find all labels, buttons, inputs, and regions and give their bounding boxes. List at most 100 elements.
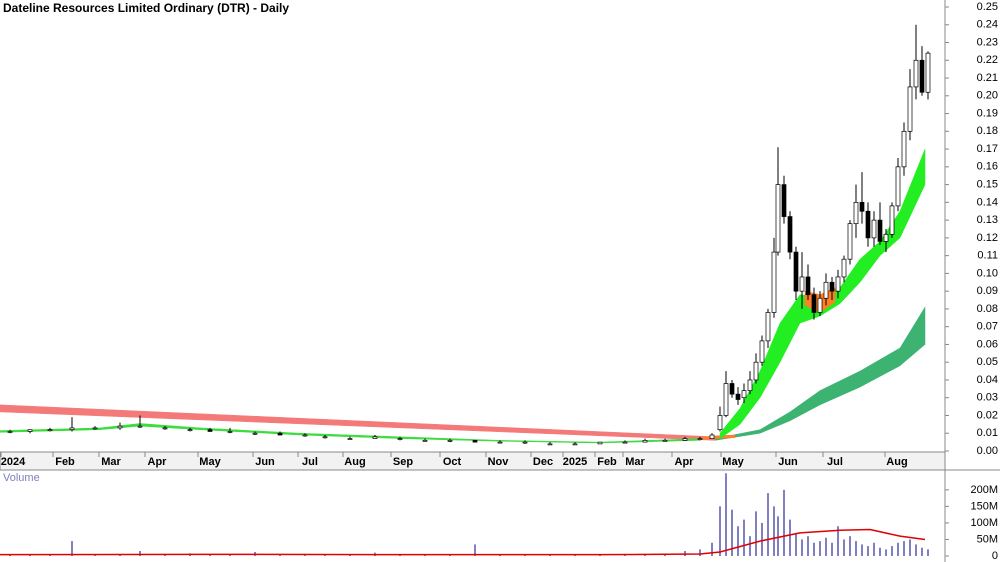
candle-body: [889, 205, 895, 235]
candle-body: [227, 431, 233, 433]
volume-bar: [737, 526, 739, 556]
x-tick-label: Apr: [675, 456, 695, 468]
y-tick-label: 0.25: [977, 1, 998, 13]
volume-bar: [624, 554, 626, 556]
x-tick-label: Aug: [886, 456, 907, 468]
volume-bar: [761, 522, 763, 556]
candle-body: [759, 340, 765, 363]
volume-bar: [915, 544, 917, 556]
volume-bar: [773, 506, 775, 556]
volume-bar: [891, 546, 893, 556]
candle-body: [709, 434, 715, 439]
volume-bar: [837, 526, 839, 556]
candle-body: [919, 59, 925, 93]
x-tick-label: 2025: [563, 456, 587, 468]
y-tick-label: 0.13: [977, 214, 998, 226]
volume-bar: [574, 555, 576, 556]
volume-bar: [873, 542, 875, 556]
y-tick-label: 0.15: [977, 179, 998, 191]
volume-bar: [229, 555, 231, 556]
candle-body: [735, 393, 741, 400]
candle-body: [895, 166, 901, 207]
candle-body: [347, 438, 353, 440]
x-tick-label: Mar: [625, 456, 645, 468]
volume-bar: [801, 539, 803, 556]
x-axis-band: [0, 451, 946, 471]
candle-body: [27, 429, 33, 432]
candle-body: [447, 439, 453, 442]
volume-bar: [324, 555, 326, 556]
candle-body: [137, 425, 143, 428]
candle-body: [252, 432, 258, 435]
candle-body: [162, 427, 168, 430]
volume-bar: [209, 555, 211, 556]
y-tick-label: 0.10: [977, 267, 998, 279]
x-tick-label: Oct: [443, 456, 462, 468]
candle-body: [907, 86, 913, 132]
x-tick-label: Aug: [344, 456, 365, 468]
y-tick-label: 0.19: [977, 107, 998, 119]
candle-body: [781, 184, 787, 217]
volume-bar: [749, 536, 751, 556]
candle-body: [597, 441, 603, 445]
candle-body: [322, 436, 328, 439]
volume-bar: [855, 541, 857, 556]
y-tick-label: 0.00: [977, 445, 998, 457]
volume-bar: [349, 555, 351, 556]
candle-body: [811, 294, 817, 313]
y-tick-label: 0.02: [977, 409, 998, 421]
volume-bar: [499, 555, 501, 556]
volume-bar: [879, 547, 881, 556]
candle-body: [877, 219, 883, 242]
y-tick-label: 0.03: [977, 392, 998, 404]
volume-ma: [0, 528, 926, 556]
volume-bar: [755, 511, 757, 556]
candle-body: [853, 202, 859, 225]
volume-bar: [743, 519, 745, 556]
x-tick-label: 2024: [1, 456, 26, 468]
candle-body: [207, 429, 213, 432]
volume-tick-label: 0: [992, 550, 998, 562]
candle-body: [117, 425, 123, 429]
candle-body: [841, 258, 847, 278]
volume-bar: [29, 555, 31, 556]
volume-bar: [789, 519, 791, 556]
candle-body: [572, 443, 578, 446]
candle-body: [775, 184, 781, 253]
x-tick-label: May: [722, 456, 744, 468]
candle-body: [925, 52, 931, 93]
candle-body: [472, 439, 478, 443]
y-tick-label: 0.14: [977, 196, 998, 208]
y-tick-label: 0.05: [977, 356, 998, 368]
volume-bar: [777, 516, 779, 556]
ribbon: [714, 306, 926, 441]
volume-tick-label: 100M: [970, 517, 998, 529]
candle-body: [729, 383, 735, 395]
y-tick-label: 0.22: [977, 54, 998, 66]
volume-bar: [813, 542, 815, 556]
x-tick-label: Jul: [827, 456, 843, 468]
y-tick-label: 0.20: [977, 90, 998, 102]
candle-body: [793, 251, 799, 292]
volume-tick-label: 200M: [970, 484, 998, 496]
y-tick-label: 0.11: [977, 250, 998, 262]
x-tick-label: Mar: [101, 456, 121, 468]
candle-body: [901, 130, 907, 168]
x-tick-label: Jul: [302, 456, 318, 468]
candle-body: [829, 281, 835, 292]
x-tick-label: Apr: [148, 456, 168, 468]
candle-body: [662, 439, 668, 442]
x-tick-label: Sep: [393, 456, 413, 468]
volume-bar: [474, 544, 476, 556]
candle-body: [747, 379, 753, 391]
candle-body: [682, 438, 688, 441]
volume-bar: [524, 555, 526, 556]
volume-bar: [399, 555, 401, 556]
volume-bar: [927, 549, 929, 556]
x-tick-label: Nov: [488, 456, 510, 468]
y-tick-label: 0.08: [977, 303, 998, 315]
volume-bar: [903, 541, 905, 556]
x-tick-label: Jun: [255, 456, 275, 468]
candle-body: [697, 438, 703, 440]
volume-bar: [304, 555, 306, 556]
